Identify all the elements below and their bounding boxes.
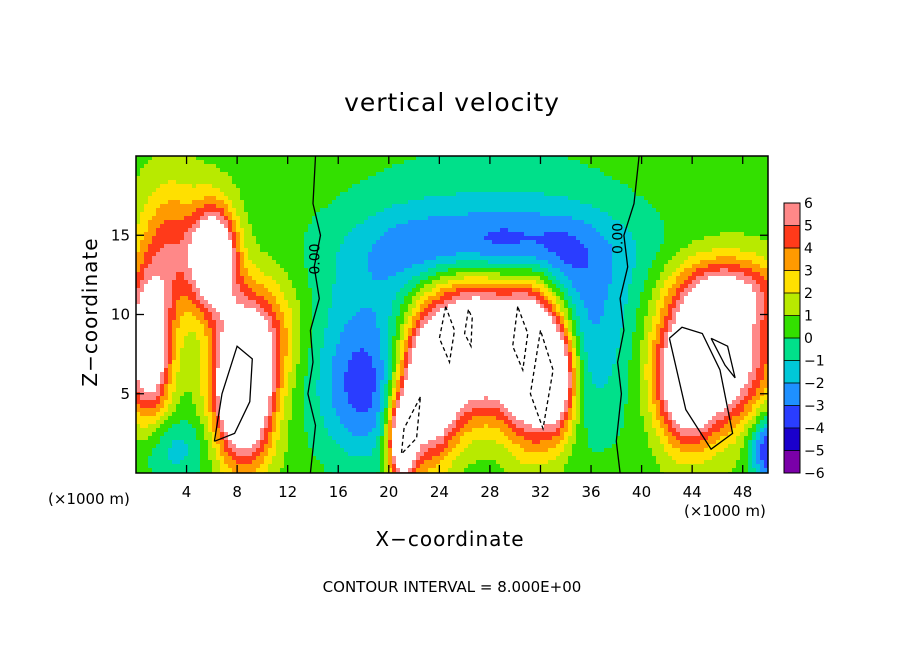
contour-label: 0.00	[611, 223, 627, 254]
colorbar-band	[784, 293, 800, 316]
downdraft-contour-b	[463, 309, 473, 349]
colorbar-band	[784, 225, 800, 249]
x-tick-label: 44	[683, 483, 702, 501]
colorbar-label: 4	[804, 241, 813, 257]
colorbar-band	[784, 270, 800, 294]
chart-title: vertical velocity	[344, 88, 560, 117]
x-tick-label: 20	[379, 483, 398, 501]
y-axis-label: Z−coordinate	[78, 237, 102, 387]
x-tick-label: 4	[182, 483, 192, 501]
colorbar-label: 1	[804, 309, 813, 325]
colorbar-band	[784, 248, 800, 271]
colorbar-band	[784, 315, 800, 339]
colorbar-band	[784, 405, 800, 429]
colorbar-label: −2	[804, 376, 825, 392]
contour-lines	[213, 156, 736, 473]
colorbar: 6 5 4 3 2 1 0 −1 −2 −3 −4 −5 −6	[783, 196, 825, 482]
colorbar-band	[784, 203, 800, 226]
updraft-contour-left	[213, 345, 253, 442]
colorbar-band	[784, 428, 800, 451]
x-axis-label: X−coordinate	[375, 527, 525, 551]
colorbar-band	[784, 450, 800, 474]
y-tick-label: 15	[111, 226, 130, 244]
x-tick-label: 28	[480, 483, 499, 501]
y-tick-label: 5	[120, 385, 130, 403]
colorbar-label: −5	[804, 444, 825, 460]
colorbar-label: 5	[804, 219, 813, 235]
x-tick-label: 16	[329, 483, 348, 501]
colorbar-label: −1	[804, 354, 825, 370]
colorbar-label: −3	[804, 399, 825, 415]
x-tick-label: 32	[531, 483, 550, 501]
x-tick-label: 48	[733, 483, 752, 501]
downdraft-contour-c	[512, 306, 529, 373]
colorbar-label: 6	[804, 196, 813, 212]
y-tick-label: 10	[111, 306, 130, 324]
colorbar-band	[784, 360, 800, 384]
x-unit-label-left: (×1000 m)	[48, 490, 130, 508]
updraft-contour-right-inner	[710, 337, 736, 379]
x-tick-label: 12	[278, 483, 297, 501]
contour-labels: 0.00 0.00	[307, 223, 626, 275]
colorbar-label: 3	[804, 264, 813, 280]
x-tick-label: 36	[581, 483, 600, 501]
downdraft-contour-e	[529, 330, 554, 432]
downdraft-contour-d	[400, 396, 422, 456]
x-tick-label: 40	[632, 483, 651, 501]
zero-contour-right	[615, 156, 640, 473]
contour-label: 0.00	[307, 243, 323, 274]
heatmap-cells	[136, 156, 768, 473]
colorbar-band	[784, 383, 800, 406]
downdraft-contour-a	[438, 306, 456, 365]
x-unit-label-right: (×1000 m)	[684, 502, 766, 520]
colorbar-label: −4	[804, 421, 825, 437]
x-tick-label: 24	[430, 483, 449, 501]
colorbar-label: −6	[804, 466, 825, 482]
colorbar-label: 0	[804, 331, 813, 347]
contour-interval-note: CONTOUR INTERVAL = 8.000E+00	[322, 578, 582, 596]
colorbar-band	[784, 338, 800, 361]
updraft-contour-right	[668, 326, 734, 451]
x-tick-label: 8	[232, 483, 242, 501]
zero-contour-left	[307, 156, 322, 473]
colorbar-label: 2	[804, 286, 813, 302]
